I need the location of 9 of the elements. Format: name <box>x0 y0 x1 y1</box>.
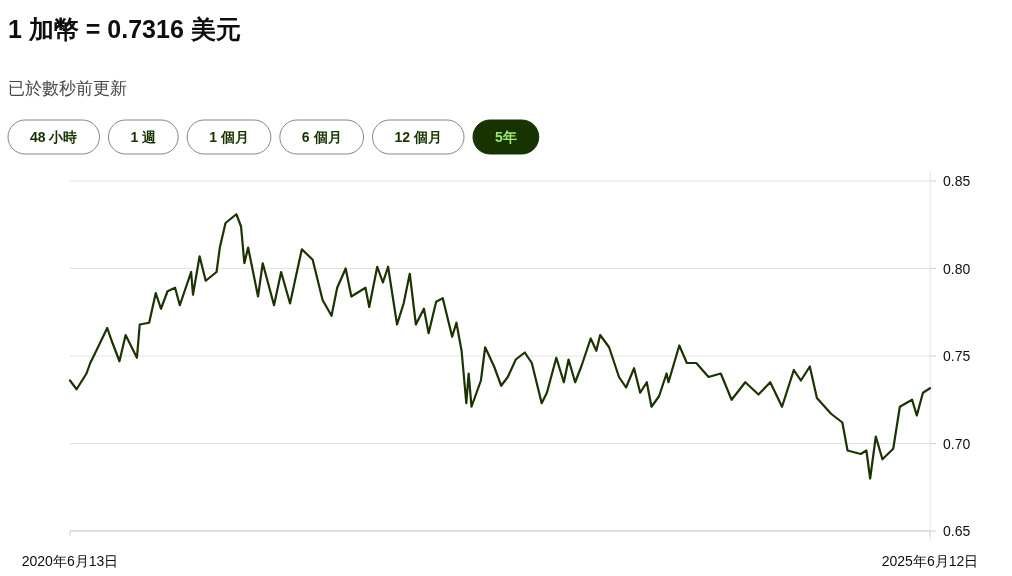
y-tick-label: 0.65 <box>943 523 971 539</box>
x-tick-label: 2025年6月12日 <box>881 553 979 569</box>
y-tick-label: 0.85 <box>943 173 971 189</box>
x-tick-label: 2020年6月13日 <box>21 553 119 569</box>
title: 1 加幣 = 0.7316 美元 <box>8 15 241 43</box>
y-tick-label: 0.75 <box>943 348 971 364</box>
y-tick-label: 0.70 <box>943 435 971 452</box>
subtitle: 已於數秒前更新 <box>8 79 127 98</box>
y-tick-label: 0.80 <box>943 260 971 277</box>
